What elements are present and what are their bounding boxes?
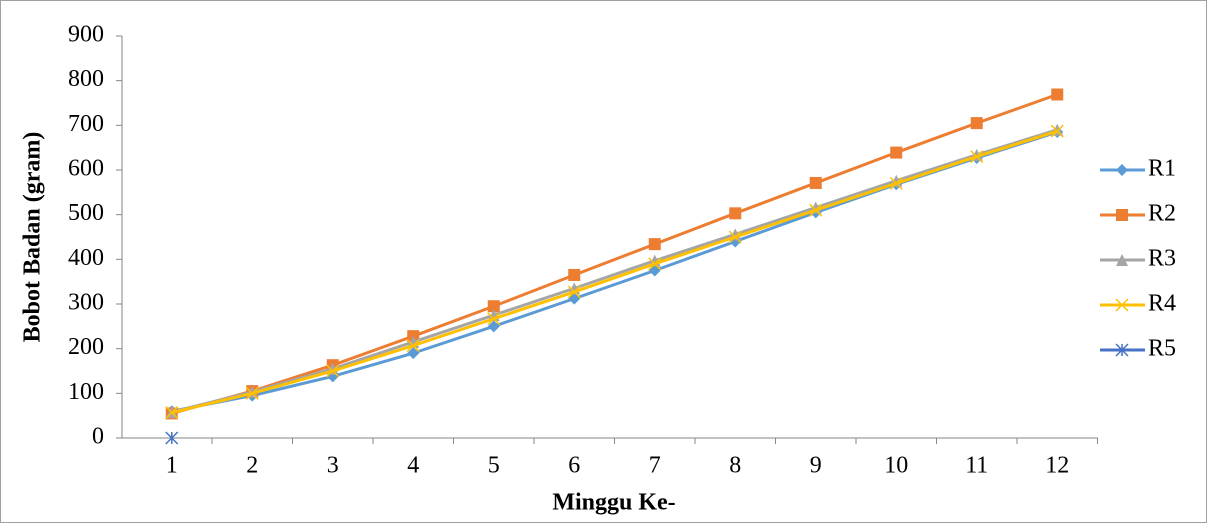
marker [567,285,581,299]
marker [1051,88,1064,101]
y-tick-label: 400 [68,245,104,271]
legend-label: R3 [1148,246,1176,272]
marker [568,268,581,281]
marker [809,203,823,217]
x-tick-label: 9 [810,453,822,479]
x-tick-label: 6 [568,453,580,479]
x-tick-label: 2 [246,453,258,479]
series-line [171,128,1058,414]
legend-marker [1116,254,1128,266]
series-line [171,93,1058,415]
x-tick-label: 7 [649,453,661,479]
marker [809,176,822,189]
marker [487,320,500,333]
x-tick-label: 4 [407,453,419,479]
y-tick-label: 500 [68,200,104,226]
marker [970,117,983,130]
marker [326,364,340,378]
series-line [171,129,1058,414]
legend-marker [1116,164,1128,176]
marker [729,207,742,220]
x-tick-label: 11 [965,453,988,479]
y-axis-title: Bobot Badan (gram) [20,132,46,343]
marker [890,146,903,159]
legend-label: R5 [1148,336,1176,362]
marker [245,386,259,400]
marker [487,312,501,326]
legend-label: R4 [1148,291,1176,317]
legend-marker [1116,209,1128,221]
legend-marker [1115,298,1129,312]
marker [165,406,179,420]
y-tick-label: 0 [92,424,104,450]
y-tick-label: 600 [68,156,104,182]
legend-label: R2 [1148,201,1176,227]
legend-marker [1115,343,1129,357]
y-tick-label: 700 [68,111,104,137]
marker [648,257,662,271]
marker [407,347,420,360]
marker [889,176,903,190]
marker [648,238,661,251]
marker [728,230,742,244]
x-tick-label: 1 [166,453,178,479]
y-tick-label: 900 [68,22,104,48]
marker [970,150,984,164]
y-tick-label: 800 [68,66,104,92]
x-tick-label: 5 [488,453,500,479]
x-tick-label: 12 [1045,453,1069,479]
marker [1050,124,1064,138]
marker [165,431,179,445]
x-axis-title: Minggu Ke- [552,490,675,516]
y-tick-label: 200 [68,334,104,360]
marker [406,339,420,353]
y-tick-label: 300 [68,290,104,316]
marker [487,300,500,313]
y-tick-label: 100 [68,379,104,405]
x-tick-label: 10 [884,453,908,479]
legend-label: R1 [1148,156,1176,182]
x-tick-label: 3 [327,453,339,479]
x-tick-label: 8 [729,453,741,479]
